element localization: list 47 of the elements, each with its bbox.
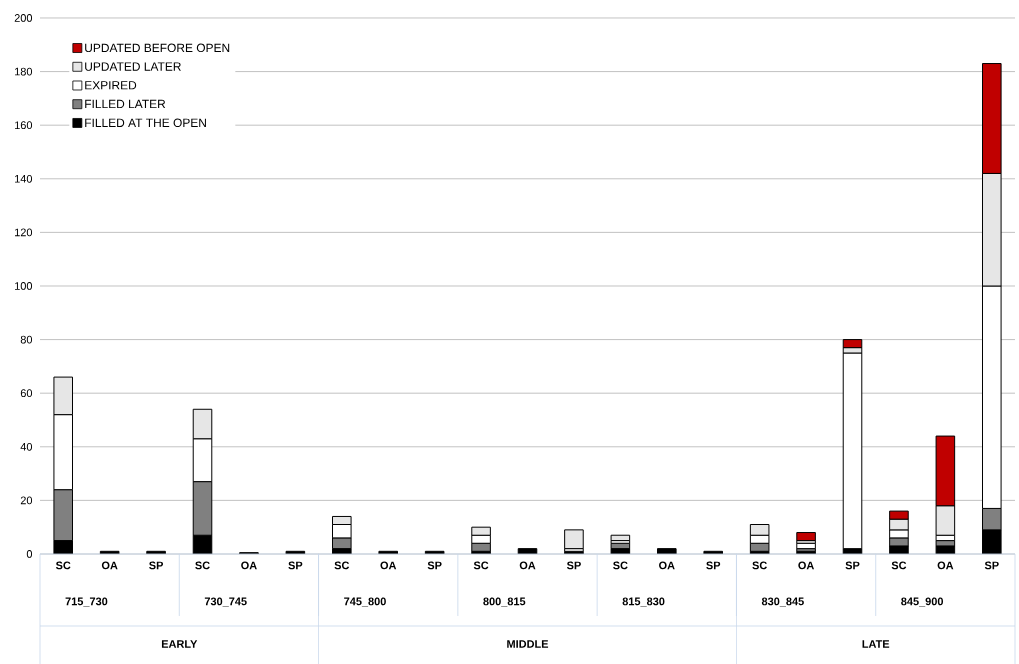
y-tick-label: 40: [20, 442, 33, 451]
text: LATE: [862, 640, 890, 648]
x-tick-label: SC: [613, 561, 628, 570]
text: MIDDLE: [507, 640, 549, 648]
legend-label: FILLED LATER: [85, 99, 166, 109]
x-tick-label: OA: [937, 561, 954, 570]
text: EARLY: [161, 640, 198, 648]
y-tick-label: 20: [20, 496, 33, 505]
x-tick-label: SP: [845, 561, 860, 570]
y-tick-label: 100: [15, 282, 33, 290]
x-tick-label: SC: [752, 561, 767, 570]
x-tick-label: OA: [241, 561, 257, 570]
y-tick-label: 0: [26, 550, 33, 558]
legend-label: UPDATED BEFORE OPEN: [85, 43, 230, 53]
x-tick-label: SP: [984, 561, 999, 570]
legend-label: FILLED AT THE OPEN: [85, 118, 206, 127]
legend-label: EXPIRED: [85, 81, 137, 90]
y-tick-label: 160: [15, 121, 33, 130]
x-tick-label: OA: [798, 561, 815, 570]
x-tick-label: SC: [55, 561, 71, 570]
x-tick-label: SC: [195, 561, 210, 570]
x-tick-label: OA: [519, 561, 536, 570]
y-tick-label: 60: [20, 389, 33, 398]
text: 830_845: [761, 597, 804, 607]
x-tick-label: OA: [101, 561, 118, 570]
x-tick-label: SC: [334, 561, 350, 570]
y-tick-label: 140: [15, 174, 33, 183]
text: 730_745: [204, 597, 247, 607]
text: 845_900: [901, 597, 944, 607]
x-tick-label: SC: [473, 561, 489, 570]
x-tick-label: SP: [149, 561, 164, 570]
y-tick-label: 120: [15, 228, 33, 237]
text: 745_800: [344, 597, 386, 607]
x-tick-label: OA: [659, 561, 675, 570]
y-tick-label: 180: [15, 67, 33, 76]
y-tick-label: 200: [14, 14, 33, 22]
x-tick-label: SC: [891, 561, 907, 570]
legend-label: UPDATED LATER: [85, 62, 181, 71]
x-tick-label: SP: [427, 561, 442, 570]
x-tick-label: SP: [288, 561, 303, 570]
x-tick-label: SP: [706, 561, 721, 570]
text: 715_730: [65, 597, 108, 607]
y-tick-label: 80: [20, 335, 33, 344]
text: 800_815: [483, 597, 526, 607]
text: 815_830: [622, 597, 665, 607]
x-tick-label: OA: [380, 561, 397, 570]
x-tick-label: SP: [566, 561, 581, 570]
